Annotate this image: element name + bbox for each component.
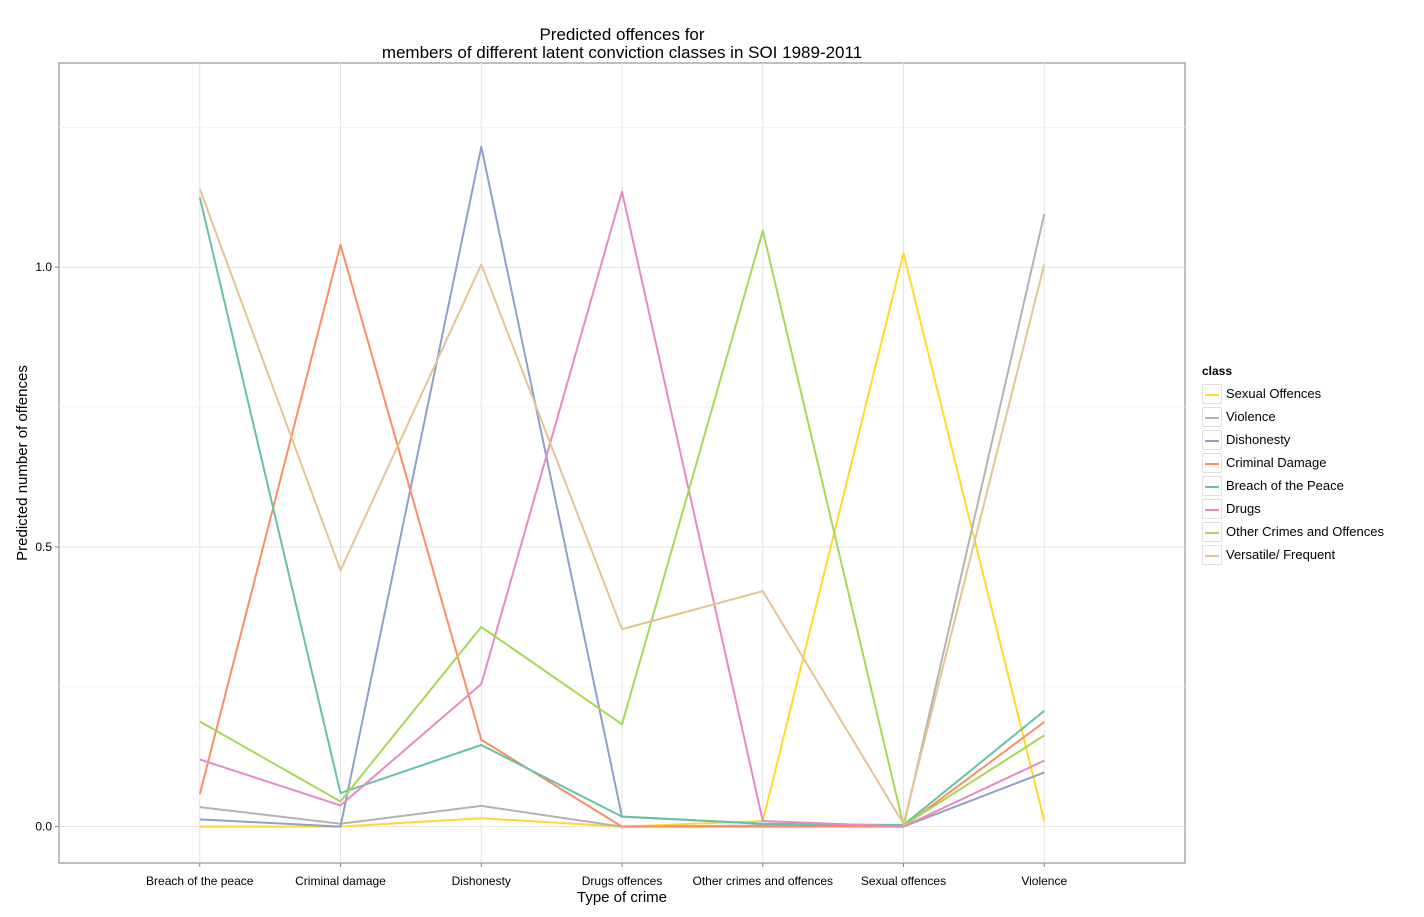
legend-key	[1202, 498, 1222, 519]
legend-key	[1202, 544, 1222, 565]
legend-item-other-crimes-and-offences: Other Crimes and Offences	[1202, 520, 1384, 543]
legend-label: Sexual Offences	[1226, 386, 1322, 401]
x-tick-label: Drugs offences	[582, 874, 663, 888]
legend-item-breach-of-the-peace: Breach of the Peace	[1202, 474, 1384, 497]
legend-label: Versatile/ Frequent	[1226, 547, 1336, 562]
chart-title: Predicted offences for	[539, 25, 705, 44]
legend-item-drugs: Drugs	[1202, 497, 1384, 520]
legend-item-sexual-offences: Sexual Offences	[1202, 382, 1384, 405]
legend-label: Criminal Damage	[1226, 455, 1327, 470]
x-tick-label: Criminal damage	[295, 874, 386, 888]
series-line-drugs	[199, 190, 1045, 828]
legend-key	[1202, 383, 1222, 404]
legend-key	[1202, 429, 1222, 450]
legend-item-dishonesty: Dishonesty	[1202, 428, 1384, 451]
legend-label: Dishonesty	[1226, 432, 1291, 447]
legend-key	[1202, 521, 1222, 542]
legend: class Sexual Offences Violence Dishonesty C…	[1202, 364, 1384, 566]
y-axis-label: Predicted number of offences	[14, 365, 31, 561]
x-axis-label: Type of crime	[577, 889, 667, 906]
x-tick-label: Dishonesty	[452, 874, 511, 888]
legend-label: Violence	[1226, 409, 1276, 424]
y-tick-label: 1.0	[35, 260, 52, 274]
x-tick-label: Violence	[1021, 874, 1067, 888]
legend-key	[1202, 406, 1222, 427]
y-tick-label: 0.5	[35, 540, 52, 554]
legend-key	[1202, 452, 1222, 473]
legend-label: Other Crimes and Offences	[1226, 524, 1384, 539]
legend-label: Drugs	[1226, 501, 1261, 516]
legend-title: class	[1202, 364, 1233, 378]
series-line-versatile-frequent	[198, 188, 1046, 825]
legend-key	[1202, 475, 1222, 496]
legend-item-violence: Violence	[1202, 405, 1384, 428]
y-tick-label: 0.0	[35, 820, 52, 834]
legend-item-criminal-damage: Criminal Damage	[1202, 451, 1384, 474]
chart-subtitle: members of different latent conviction c…	[381, 43, 863, 62]
x-tick-label: Other crimes and offences	[692, 874, 833, 888]
series-line-other-crimes-and-offences	[199, 229, 1045, 827]
legend-item-versatile-frequent: Versatile/ Frequent	[1202, 543, 1384, 566]
x-tick-label: Breach of the peace	[146, 874, 254, 888]
x-tick-label: Sexual offences	[861, 874, 946, 888]
legend-label: Breach of the Peace	[1226, 478, 1344, 493]
